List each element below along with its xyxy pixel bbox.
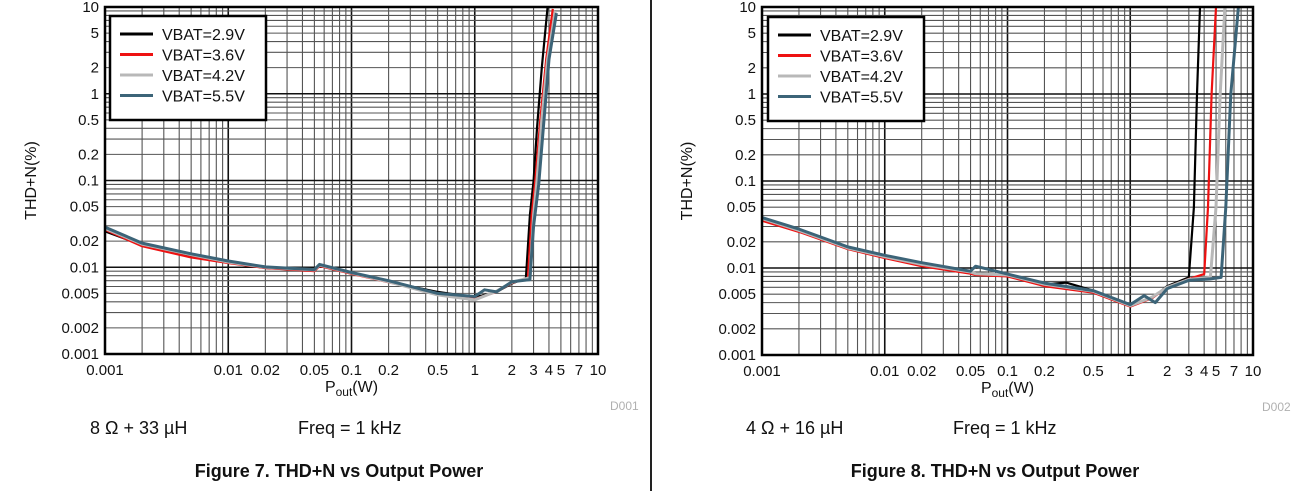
x-tick-label: 4 [545, 362, 553, 379]
x-tick-label: 5 [1212, 363, 1220, 380]
y-tick-label: 1 [748, 86, 756, 103]
legend-label: VBAT=3.6V [162, 48, 245, 65]
y-tick-label: 10 [739, 0, 756, 16]
freq-note: Freq = 1 kHz [953, 418, 1057, 438]
x-tick-label: 0.01 [870, 363, 899, 380]
y-axis-title: THD+N(%) [679, 142, 696, 221]
legend-label: VBAT=4.2V [820, 69, 903, 86]
x-tick-label: 0.001 [86, 362, 124, 379]
x-tick-label: 0.2 [1034, 363, 1055, 380]
y-tick-label: 0.5 [735, 112, 756, 129]
x-tick-label: 0.001 [743, 363, 781, 380]
series-group [761, 6, 1240, 308]
y-tick-label: 0.01 [70, 259, 99, 276]
legend-label: VBAT=4.2V [162, 68, 245, 85]
y-tick-label: 0.05 [727, 199, 756, 216]
figure-8-chart: 0.001 0.002 0.005 0.01 0.02 0.05 0.1 0.2 0.5 1 2 5 1… [679, 0, 1291, 414]
x-tick-label: 0.05 [300, 362, 329, 379]
figure-id: D001 [610, 399, 639, 413]
x-tick-label: 0.02 [251, 362, 280, 379]
legend: VBAT=2.9V VBAT=3.6V VBAT=4.2V VBAT=5.5V [108, 14, 268, 122]
y-tick-label: 10 [82, 0, 99, 16]
legend-label: VBAT=2.9V [162, 27, 245, 44]
column-divider [650, 0, 652, 491]
y-tick-label: 0.02 [70, 233, 99, 250]
load-note: 4 Ω + 16 µH [746, 418, 844, 438]
y-tick-label: 0.02 [727, 234, 756, 251]
figure-7-chart: 0.001 0.002 0.005 0.01 0.02 0.05 0.1 0.2 0.5 1 2 5 1… [23, 0, 639, 413]
x-tick-label: 1 [471, 362, 479, 379]
y-tick-label: 0.002 [718, 321, 756, 338]
figure-id: D002 [1262, 400, 1291, 414]
plot-frame [103, 5, 600, 356]
freq-note: Freq = 1 kHz [298, 418, 402, 438]
y-tick-label: 0.5 [78, 112, 99, 129]
legend: VBAT=2.9V VBAT=3.6V VBAT=4.2V VBAT=5.5V [766, 15, 926, 123]
y-tick-label: 0.002 [61, 320, 99, 337]
legend-label: VBAT=3.6V [820, 49, 903, 66]
figure-caption: Figure 7. THD+N vs Output Power [194, 461, 484, 481]
series-line-vbat-5-5v [104, 12, 558, 298]
legend-label: VBAT=2.9V [820, 28, 903, 45]
y-tick-label: 0.01 [727, 260, 756, 277]
y-tick-label: 0.001 [61, 346, 99, 363]
load-note: 8 Ω + 33 µH [90, 418, 188, 438]
x-tick-label: 0.1 [997, 363, 1018, 380]
x-tick-label: 10 [1245, 363, 1262, 380]
plot-frame [760, 5, 1255, 357]
y-tick-label: 5 [748, 25, 756, 42]
x-tick-label: 10 [590, 362, 607, 379]
x-tick-label: 4 [1200, 363, 1208, 380]
figure-caption: Figure 8. THD+N vs Output Power [850, 461, 1140, 481]
x-axis-title: Pout(W) [981, 380, 1034, 400]
y-tick-label: 0.005 [61, 285, 99, 302]
x-tick-label: 2 [508, 362, 516, 379]
x-tick-label: 0.1 [341, 362, 362, 379]
x-tick-label: 0.02 [907, 363, 936, 380]
legend-label: VBAT=5.5V [820, 90, 903, 107]
x-tick-label: 0.2 [378, 362, 399, 379]
x-tick-label: 0.05 [956, 363, 985, 380]
y-axis-title: THD+N(%) [23, 141, 40, 220]
y-tick-label: 0.1 [735, 173, 756, 190]
y-tick-label: 0.05 [70, 199, 99, 216]
y-tick-label: 2 [748, 60, 756, 77]
y-tick-label: 0.005 [718, 286, 756, 303]
x-tick-label: 1 [1126, 363, 1134, 380]
x-tick-label: 7 [575, 362, 583, 379]
legend-label: VBAT=5.5V [162, 89, 245, 106]
x-tick-label: 3 [529, 362, 537, 379]
y-tick-label: 0.1 [78, 173, 99, 190]
x-tick-label: 0.5 [1083, 363, 1104, 380]
x-tick-label: 0.5 [427, 362, 448, 379]
series-line-vbat-5-5v [761, 6, 1240, 307]
x-tick-label: 5 [557, 362, 565, 379]
x-axis-title: Pout(W) [325, 379, 378, 399]
y-tick-label: 5 [91, 25, 99, 42]
y-tick-label: 1 [91, 86, 99, 103]
x-tick-label: 7 [1230, 363, 1238, 380]
x-tick-label: 2 [1163, 363, 1171, 380]
y-tick-label: 0.001 [718, 347, 756, 364]
y-tick-label: 0.2 [78, 146, 99, 163]
figure-8-panel: 0.001 0.002 0.005 0.01 0.02 0.05 0.1 0.2 0.5 1 2 5 1… [652, 0, 1299, 491]
y-tick-label: 2 [91, 60, 99, 77]
x-tick-label: 0.01 [214, 362, 243, 379]
figure-7-panel: 0.001 0.002 0.005 0.01 0.02 0.05 0.1 0.2 0.5 1 2 5 1… [23, 0, 639, 481]
x-tick-label: 3 [1185, 363, 1193, 380]
series-group [104, 6, 558, 302]
y-tick-label: 0.2 [735, 147, 756, 164]
